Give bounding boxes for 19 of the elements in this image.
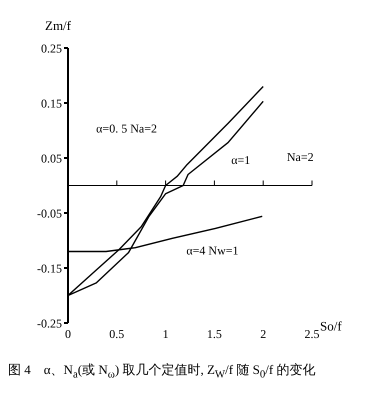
x-axis-title: So/f — [320, 318, 342, 334]
x-tick-label: 2.5 — [304, 327, 320, 341]
x-tick-label: 0.5 — [109, 327, 124, 341]
x-tick-label: 1.5 — [206, 327, 222, 341]
y-axis-title: Zm/f — [45, 18, 72, 33]
text: 图 4 α、N$_{a}$(或 N$_{ω}$) 取几个定值时, Z$_{W}$/f 随 S$_{0}$/f 的变化 — [8, 362, 316, 381]
y-tick-label: 0.25 — [41, 41, 62, 56]
annotation: α=0. 5 Na=2 — [96, 122, 157, 136]
annotation: α=1 — [231, 152, 250, 167]
y-tick-label: 0.05 — [41, 151, 62, 166]
annotation: α=4 Nw=1 — [186, 244, 239, 258]
y-tick-label: -0.25 — [37, 316, 62, 330]
x-tick-label: 1 — [162, 327, 169, 341]
x-tick-label: 0 — [65, 327, 71, 341]
y-tick-label: 0.15 — [41, 96, 62, 110]
x-tick-label: 2 — [260, 327, 266, 341]
y-tick-label: -0.15 — [37, 261, 62, 276]
annotation: Na=2 — [286, 150, 314, 164]
y-tick-label: -0.05 — [37, 206, 62, 220]
